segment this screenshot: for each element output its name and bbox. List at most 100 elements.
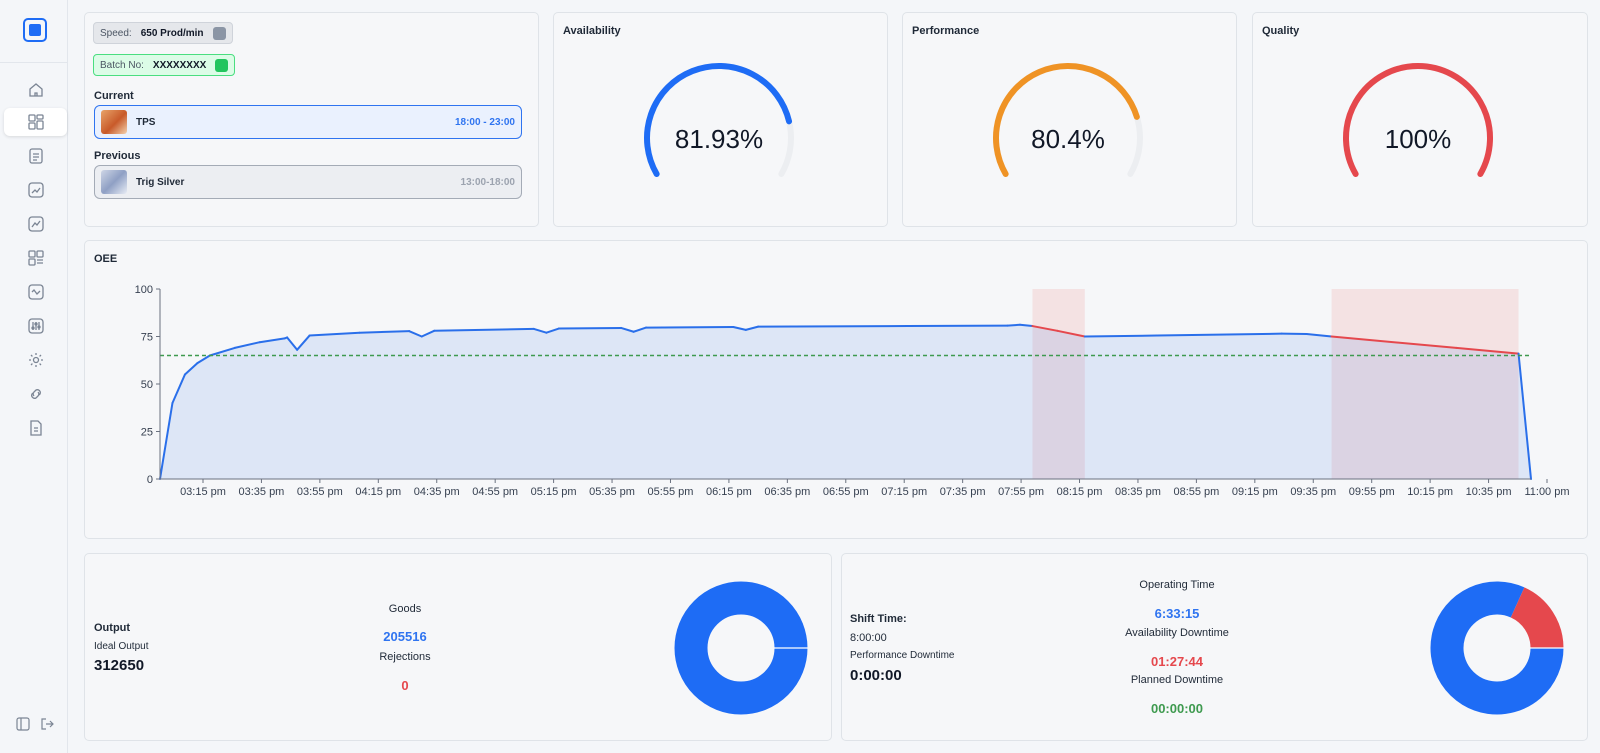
nav-integrations[interactable] bbox=[4, 380, 67, 408]
app-logo[interactable] bbox=[23, 18, 47, 42]
previous-product-row[interactable]: Trig Silver 13:00-18:00 bbox=[94, 165, 522, 199]
nav-analytics[interactable] bbox=[4, 176, 67, 204]
oee-title: OEE bbox=[94, 253, 118, 265]
oee-line-segment bbox=[620, 326, 635, 333]
performance-downtime-value: 0:00:00 bbox=[850, 667, 902, 684]
performance-downtime-label: Performance Downtime bbox=[850, 650, 955, 661]
current-product-row[interactable]: TPS 18:00 - 23:00 bbox=[94, 105, 522, 139]
collapse-sidebar-icon[interactable] bbox=[16, 717, 30, 731]
gauge-icon bbox=[212, 26, 226, 40]
output-card: Output Ideal Output 312650 Goods 205516 … bbox=[84, 553, 832, 741]
x-tick-label: 09:55 pm bbox=[1349, 486, 1395, 498]
product-thumbnail bbox=[101, 110, 127, 134]
nav-dashboard[interactable] bbox=[4, 108, 67, 136]
x-tick-label: 04:55 pm bbox=[472, 486, 518, 498]
link-icon bbox=[30, 389, 41, 399]
goods-value: 205516 bbox=[383, 629, 427, 644]
rejections-label: Rejections bbox=[379, 651, 431, 663]
shift-time-value: 8:00:00 bbox=[850, 632, 887, 644]
time-card: Shift Time: 8:00:00 Performance Downtime… bbox=[841, 553, 1588, 741]
nav-widgets[interactable] bbox=[4, 244, 67, 272]
speed-label: Speed: bbox=[100, 27, 132, 39]
document-icon bbox=[28, 148, 43, 164]
oee-line-segment bbox=[632, 326, 648, 333]
dashboard-icon bbox=[27, 114, 44, 130]
operating-time-value: 6:33:15 bbox=[1154, 606, 1200, 621]
nav-controls[interactable] bbox=[4, 312, 67, 340]
availability-downtime-value: 01:27:44 bbox=[1150, 654, 1204, 669]
nav-logs[interactable] bbox=[4, 414, 67, 442]
x-tick-label: 08:55 pm bbox=[1173, 486, 1219, 498]
x-tick-label: 05:15 pm bbox=[531, 486, 577, 498]
oee-line-segment bbox=[196, 354, 211, 365]
oee-line-segment bbox=[645, 326, 735, 329]
oee-line-segment bbox=[532, 327, 548, 334]
batch-label: Batch No: bbox=[100, 59, 144, 71]
oee-line-segment bbox=[233, 341, 261, 349]
oee-line-segment bbox=[420, 329, 436, 338]
y-tick-label: 75 bbox=[141, 332, 153, 344]
oee-line-segment bbox=[171, 373, 186, 404]
line-chart-icon bbox=[27, 216, 44, 232]
oee-line-segment bbox=[1305, 333, 1333, 338]
x-tick-label: 11:00 pm bbox=[1524, 486, 1569, 498]
oee-line-segment bbox=[159, 402, 174, 480]
gear-icon bbox=[28, 353, 43, 367]
x-tick-label: 07:55 pm bbox=[998, 486, 1044, 498]
oee-line-segment bbox=[1156, 332, 1283, 337]
x-tick-label: 07:35 pm bbox=[940, 486, 986, 498]
oee-line-segment bbox=[744, 325, 760, 331]
shift-time-label: Shift Time: bbox=[850, 613, 907, 625]
gauge-track bbox=[1343, 63, 1493, 177]
y-tick-label: 100 bbox=[135, 284, 153, 296]
x-tick-label: 04:15 pm bbox=[355, 486, 401, 498]
x-tick-label: 08:35 pm bbox=[1115, 486, 1161, 498]
waveform-icon bbox=[27, 284, 44, 300]
sidebar-divider bbox=[0, 62, 68, 63]
ideal-output-value: 312650 bbox=[94, 657, 145, 674]
nav-monitor[interactable] bbox=[4, 278, 67, 306]
nav-reports[interactable] bbox=[4, 142, 67, 170]
oee-line-segment bbox=[1056, 329, 1086, 338]
x-tick-label: 05:35 pm bbox=[589, 486, 635, 498]
previous-label: Previous bbox=[94, 150, 141, 162]
downtime-band bbox=[1032, 289, 1085, 479]
gauge-value-arc bbox=[993, 63, 1140, 177]
batch-badge: Batch No: XXXXXXXX bbox=[93, 54, 236, 76]
quality-title: Quality bbox=[1262, 25, 1300, 37]
current-label: Current bbox=[94, 90, 134, 102]
oee-line-segment bbox=[208, 346, 236, 357]
nav-trends[interactable] bbox=[4, 210, 67, 238]
oee-line-segment bbox=[1083, 334, 1159, 338]
gauge-track bbox=[644, 63, 794, 177]
gauge-value-arc bbox=[1343, 63, 1493, 177]
oee-line-segment bbox=[557, 326, 623, 330]
speed-value: 650 Prod/min bbox=[140, 27, 204, 39]
oee-line-segment bbox=[1006, 323, 1021, 327]
y-tick-label: 25 bbox=[141, 427, 153, 439]
goods-label: Goods bbox=[388, 603, 422, 615]
oee-line-segment bbox=[408, 330, 423, 338]
oee-line-segment bbox=[358, 330, 411, 334]
oee-line-segment bbox=[545, 327, 560, 334]
nav-settings[interactable] bbox=[4, 346, 67, 374]
batch-value: XXXXXXXX bbox=[152, 59, 207, 71]
planned-downtime-label: Planned Downtime bbox=[1130, 674, 1224, 686]
oee-line-segment bbox=[258, 337, 286, 344]
nav-home[interactable] bbox=[4, 76, 67, 104]
oee-line-segment bbox=[1330, 335, 1458, 349]
sidebar bbox=[0, 0, 68, 753]
output-title: Output bbox=[94, 622, 131, 634]
logout-icon[interactable] bbox=[40, 717, 54, 731]
gauge-value-arc bbox=[644, 63, 793, 177]
performance-value: 80.4% bbox=[1031, 124, 1105, 154]
oee-line-segment bbox=[757, 325, 909, 328]
shift-info-card: Speed: 650 Prod/min Batch No: XXXXXXXX C… bbox=[84, 12, 539, 227]
previous-product-time: 13:00-18:00 bbox=[460, 176, 515, 188]
oee-line-segment bbox=[296, 334, 311, 351]
rejections-value: 0 bbox=[401, 678, 409, 693]
oee-chart: 0 25 50 75 100 03:15 pm 03:35 pm 03:55 pm 04:15 … bbox=[135, 284, 1570, 498]
x-tick-label: 08:15 pm bbox=[1057, 486, 1103, 498]
quality-value: 100% bbox=[1384, 124, 1452, 154]
clipboard-icon[interactable] bbox=[215, 58, 229, 72]
